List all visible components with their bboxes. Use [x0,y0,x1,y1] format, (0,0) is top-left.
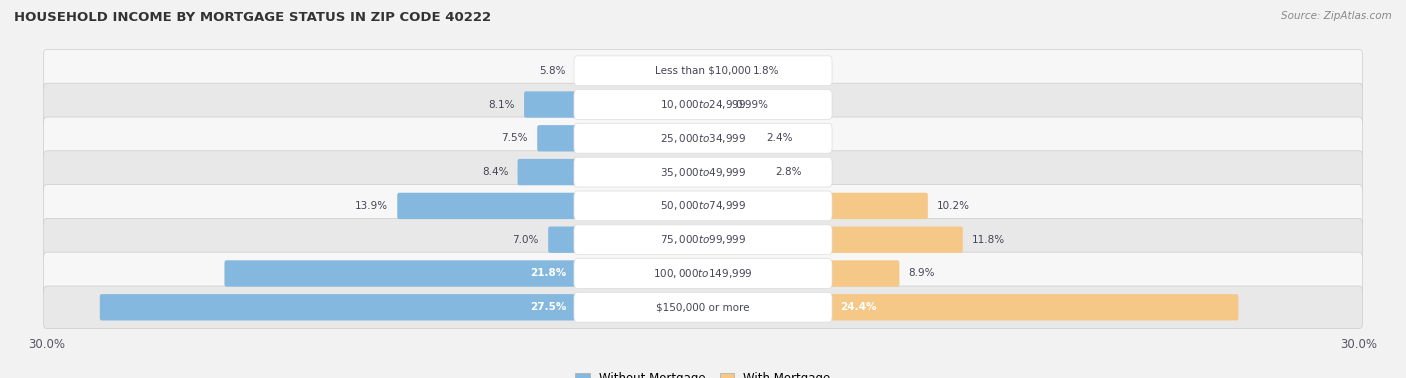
Text: 1.8%: 1.8% [754,66,780,76]
Text: $75,000 to $99,999: $75,000 to $99,999 [659,233,747,246]
FancyBboxPatch shape [517,159,704,185]
FancyBboxPatch shape [702,125,758,152]
FancyBboxPatch shape [702,294,1239,321]
Text: HOUSEHOLD INCOME BY MORTGAGE STATUS IN ZIP CODE 40222: HOUSEHOLD INCOME BY MORTGAGE STATUS IN Z… [14,11,491,24]
FancyBboxPatch shape [574,225,832,254]
Text: $150,000 or more: $150,000 or more [657,302,749,312]
FancyBboxPatch shape [702,260,900,287]
FancyBboxPatch shape [225,260,704,287]
FancyBboxPatch shape [702,91,727,118]
FancyBboxPatch shape [548,226,704,253]
FancyBboxPatch shape [574,124,832,153]
Text: Less than $10,000: Less than $10,000 [655,66,751,76]
FancyBboxPatch shape [537,125,704,152]
FancyBboxPatch shape [524,91,704,118]
FancyBboxPatch shape [702,57,744,84]
FancyBboxPatch shape [44,252,1362,295]
Text: $10,000 to $24,999: $10,000 to $24,999 [659,98,747,111]
FancyBboxPatch shape [574,293,832,322]
Text: 8.9%: 8.9% [908,268,935,279]
FancyBboxPatch shape [44,218,1362,261]
Text: 11.8%: 11.8% [972,235,1005,245]
FancyBboxPatch shape [575,57,704,84]
Text: $50,000 to $74,999: $50,000 to $74,999 [659,200,747,212]
FancyBboxPatch shape [574,90,832,119]
Text: 24.4%: 24.4% [839,302,876,312]
Text: 8.1%: 8.1% [488,99,515,110]
FancyBboxPatch shape [44,286,1362,328]
Text: 5.8%: 5.8% [538,66,565,76]
Text: 7.5%: 7.5% [502,133,529,143]
FancyBboxPatch shape [574,56,832,85]
FancyBboxPatch shape [44,83,1362,126]
FancyBboxPatch shape [100,294,704,321]
FancyBboxPatch shape [44,151,1362,194]
Legend: Without Mortgage, With Mortgage: Without Mortgage, With Mortgage [571,367,835,378]
Text: 7.0%: 7.0% [513,235,538,245]
Text: 8.4%: 8.4% [482,167,509,177]
Text: 10.2%: 10.2% [936,201,970,211]
Text: $35,000 to $49,999: $35,000 to $49,999 [659,166,747,178]
FancyBboxPatch shape [44,50,1362,92]
Text: 21.8%: 21.8% [530,268,567,279]
FancyBboxPatch shape [574,259,832,288]
FancyBboxPatch shape [574,191,832,221]
FancyBboxPatch shape [44,184,1362,227]
FancyBboxPatch shape [44,117,1362,160]
Text: 13.9%: 13.9% [354,201,388,211]
Text: Source: ZipAtlas.com: Source: ZipAtlas.com [1281,11,1392,21]
Text: 2.4%: 2.4% [766,133,793,143]
Text: 0.99%: 0.99% [735,99,769,110]
FancyBboxPatch shape [702,159,766,185]
FancyBboxPatch shape [702,226,963,253]
Text: $25,000 to $34,999: $25,000 to $34,999 [659,132,747,145]
Text: $100,000 to $149,999: $100,000 to $149,999 [654,267,752,280]
FancyBboxPatch shape [702,193,928,219]
Text: 27.5%: 27.5% [530,302,567,312]
FancyBboxPatch shape [398,193,704,219]
Text: 2.8%: 2.8% [775,167,801,177]
FancyBboxPatch shape [574,157,832,187]
